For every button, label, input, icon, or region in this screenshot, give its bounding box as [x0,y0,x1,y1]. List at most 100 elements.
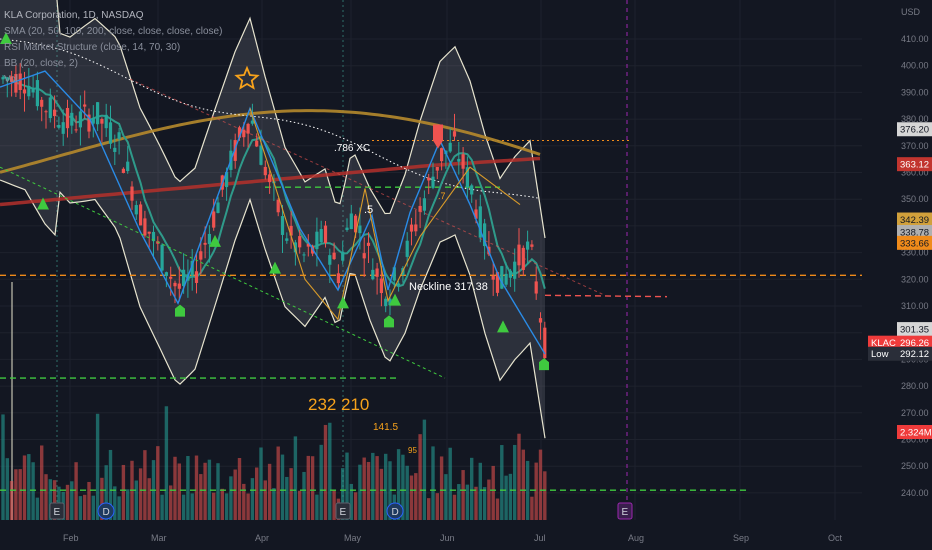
volume-bar [500,445,504,520]
candle-body [177,283,181,289]
candle-body [280,216,285,235]
candle-body [160,244,164,271]
neckline-label: Neckline 317.38 [409,281,488,293]
price-tag-text: 333.66 [900,238,929,249]
candle-body [362,253,366,259]
y-tick-label: 280.00 [901,381,929,391]
harmonic-pattern-blue [0,70,546,355]
candle-body [285,238,289,241]
volume-bar [487,479,491,520]
candle-body [276,199,280,213]
candle-body [207,233,211,245]
candle-body [538,318,543,323]
volume-bar [431,446,435,520]
candle-body [366,242,371,246]
x-tick-label: Apr [255,533,269,543]
candle-body [440,148,444,162]
volume-bar [478,462,482,520]
volume-bar [255,467,259,520]
volume-bar [113,486,117,520]
candle-body [10,76,14,82]
candle-body [100,119,104,124]
price-axis[interactable]: USD 240.00250.00260.00270.00280.00290.00… [862,0,932,550]
xc-786-label: .786 XC [334,143,370,154]
volume-bar [491,465,495,520]
candle-body [199,251,203,260]
candle-body [397,283,401,286]
candle-body [418,205,422,212]
candle-body [143,218,147,236]
buy-triangle [269,261,281,274]
price-tag-text: 2.324M [900,428,932,439]
price-tag-ticker [868,346,897,361]
candle-body [164,272,168,276]
price-tag-text: 342.39 [900,215,929,226]
candle-body [461,154,465,169]
chart-annotations: Neckline 317.38 .786 XC .5 232 210 141.5… [308,143,488,455]
volume-bar [328,422,332,520]
price-tag-box [897,212,932,227]
volume-bar [465,484,470,520]
volume-bar [250,478,255,520]
volume-bar [18,469,22,520]
dividend-marker [386,502,404,520]
buy-triangle [0,32,12,44]
low-pin [539,358,549,371]
volume-bar [83,494,87,520]
candle-body [384,298,388,307]
candle-body [452,131,457,137]
volume-bar [298,490,302,520]
volume-bar [259,447,263,520]
candle-body [246,123,250,134]
legend-rsi[interactable]: RSI Market Structure (close, 14, 70, 30) [4,42,181,53]
y-tick-label: 350.00 [901,194,929,204]
candle-body [14,74,18,93]
candle-body [500,266,504,289]
legend-sma[interactable]: SMA (20, 50, 100, 200, close, close, clo… [4,26,223,37]
time-axis[interactable]: Feb Mar Apr May Jun Jul Aug Sep Oct [0,525,932,550]
volume-bar [108,449,113,520]
candle-body [126,161,130,172]
y-tick-label: 400.00 [901,61,929,71]
y-tick-label: 380.00 [901,114,929,124]
event-label: E [340,507,347,518]
x-tick-label: Aug [628,533,644,543]
volume-bar [457,484,461,520]
legend-vol[interactable]: Vol [4,74,18,85]
candle-body [113,147,117,152]
event-label: D [103,507,110,518]
legend-bb[interactable]: BB (20, close, 2) [4,58,78,69]
earnings-marker [49,502,65,520]
y-tick-label: 250.00 [901,461,929,471]
candle-body [268,174,272,183]
fib-5-label: .5 [364,204,373,216]
volume-bar [452,494,457,520]
volume-bar [272,488,276,520]
candle-body [190,260,194,276]
candle-body [74,129,78,131]
price-tag-ticker [868,335,897,350]
volume-bar [78,496,83,520]
candle-body [130,186,134,201]
target-141-label: 141.5 [373,422,398,433]
candle-body [465,167,469,188]
level-line-red [544,294,668,298]
volume-bar [173,456,177,520]
candle-body [427,177,431,181]
volume-bar [100,477,104,520]
candle-body [293,242,297,253]
time-axis-bg [0,525,932,550]
candle-body [534,281,538,294]
volume-bar [366,461,371,520]
sma-100-line [0,109,541,174]
volume-bar [91,495,95,520]
candle-body [194,271,199,283]
volume-bar [203,462,207,520]
legend-title[interactable]: KLA Corporation, 1D, NASDAQ [4,10,144,21]
price-tag-text: 292.12 [900,349,929,360]
candle-body [225,171,229,188]
volume-bar [409,475,414,520]
volume-bar [35,497,40,520]
bollinger-upper-line [56,0,546,239]
